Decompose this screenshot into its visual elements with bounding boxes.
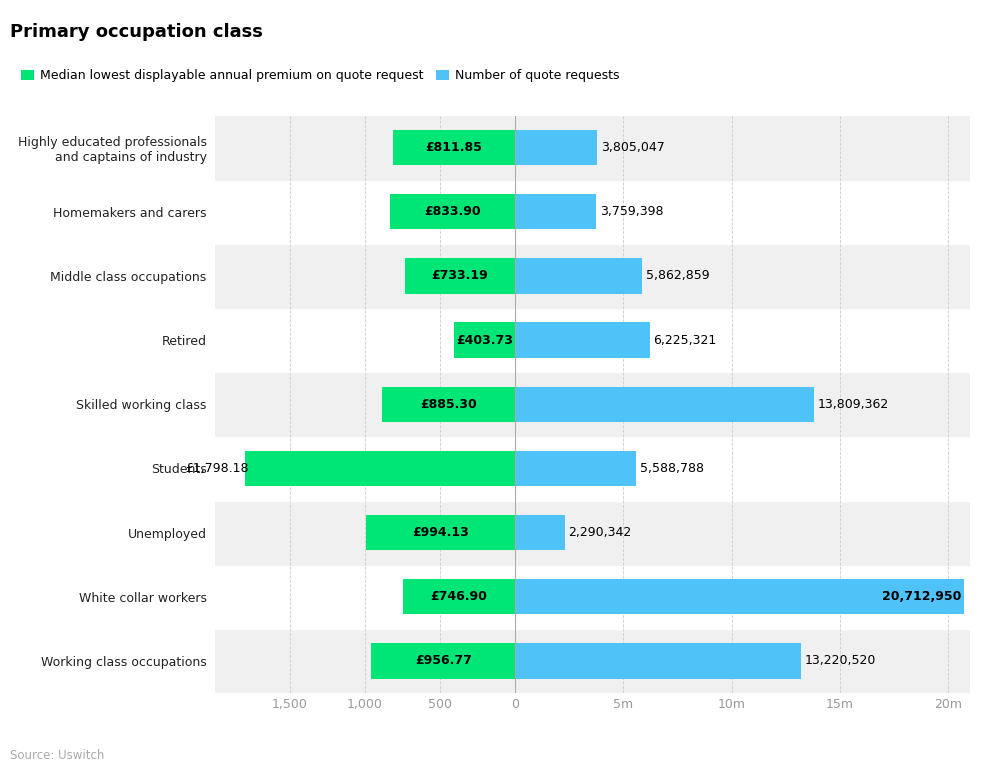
Bar (515, 437, 970, 500)
Bar (515, 500, 970, 564)
Bar (215, 244, 515, 308)
Bar (515, 579, 964, 614)
Bar (515, 372, 970, 437)
Bar (515, 323, 650, 358)
Bar (405, 258, 515, 293)
Text: Source: Uswitch: Source: Uswitch (10, 749, 104, 762)
Bar (215, 179, 515, 244)
Bar (515, 244, 970, 308)
Bar (393, 130, 515, 166)
Bar (515, 387, 814, 422)
Text: 20,712,950: 20,712,950 (882, 591, 962, 603)
Text: 5,862,859: 5,862,859 (646, 270, 709, 283)
Bar (515, 130, 597, 166)
Text: 2,290,342: 2,290,342 (568, 526, 632, 539)
Bar (366, 515, 515, 551)
Bar (371, 643, 515, 678)
Bar (515, 643, 801, 678)
Bar (515, 450, 636, 486)
Bar (215, 564, 515, 629)
Bar (515, 515, 565, 551)
Bar (515, 116, 970, 179)
Bar (215, 372, 515, 437)
Text: £956.77: £956.77 (415, 654, 472, 668)
Text: Primary occupation class: Primary occupation class (10, 23, 263, 41)
Text: 6,225,321: 6,225,321 (654, 333, 717, 347)
Bar (215, 308, 515, 372)
Text: £403.73: £403.73 (456, 333, 513, 347)
Text: £885.30: £885.30 (420, 398, 477, 410)
Bar (515, 308, 970, 372)
Bar (403, 579, 515, 614)
Text: 13,809,362: 13,809,362 (818, 398, 889, 410)
Bar (215, 437, 515, 500)
Bar (454, 323, 515, 358)
Bar (215, 116, 515, 179)
Text: 3,759,398: 3,759,398 (600, 206, 664, 218)
Bar (390, 194, 515, 229)
Bar (515, 194, 596, 229)
Text: £811.85: £811.85 (426, 141, 483, 154)
Text: £994.13: £994.13 (412, 526, 469, 539)
Legend: Median lowest displayable annual premium on quote request, Number of quote reque: Median lowest displayable annual premium… (16, 64, 624, 87)
Bar (515, 629, 970, 693)
Text: 13,220,520: 13,220,520 (805, 654, 876, 668)
Bar (215, 629, 515, 693)
Text: £746.90: £746.90 (431, 591, 487, 603)
Text: £1,798.18: £1,798.18 (185, 462, 248, 475)
Bar (215, 500, 515, 564)
Text: £833.90: £833.90 (424, 206, 481, 218)
Text: £733.19: £733.19 (432, 270, 488, 283)
Bar (515, 179, 970, 244)
Bar (245, 450, 515, 486)
Text: 3,805,047: 3,805,047 (601, 141, 665, 154)
Bar (515, 258, 642, 293)
Bar (515, 564, 970, 629)
Text: 5,588,788: 5,588,788 (640, 462, 704, 475)
Bar (382, 387, 515, 422)
